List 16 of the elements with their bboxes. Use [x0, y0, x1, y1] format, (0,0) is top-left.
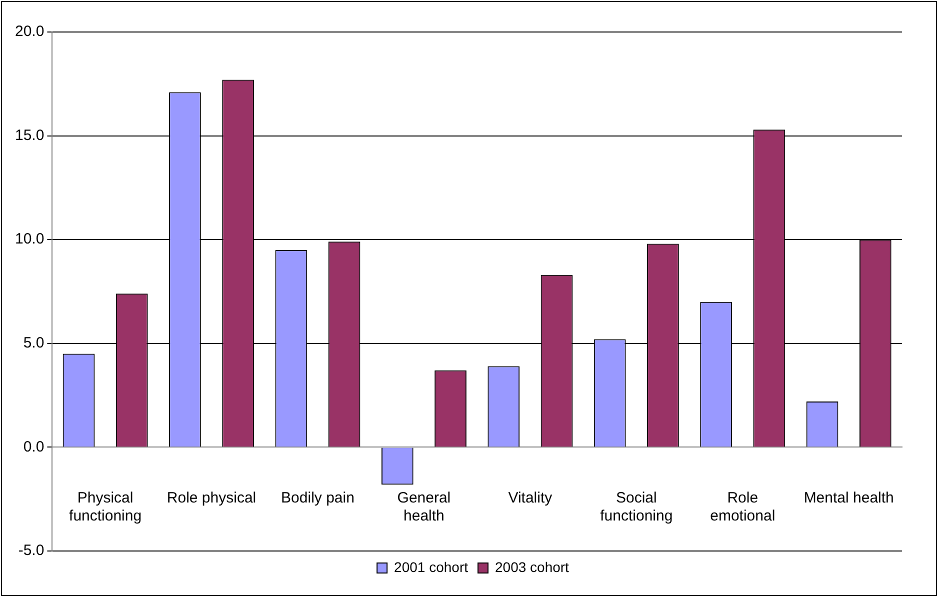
- y-tick-label: 20.0: [14, 23, 44, 40]
- x-tick-label: Bodily pain: [281, 489, 354, 506]
- y-tick-label: 5.0: [23, 334, 44, 352]
- x-tick-label: General health: [397, 489, 451, 524]
- y-tick-label: 15.0: [14, 126, 44, 144]
- legend-label: 2001 cohort: [394, 558, 468, 575]
- x-tick-label: Social functioning: [600, 489, 673, 524]
- y-tick-label: 0.0: [23, 438, 44, 456]
- y-tick-label: 10.0: [14, 230, 44, 248]
- x-tick-label: Role physical: [166, 489, 256, 506]
- x-tick-label: Role emotional: [710, 489, 776, 524]
- y-tick-label: -5.0: [18, 542, 44, 560]
- x-tick-label: Physical functioning: [69, 489, 142, 524]
- x-tick-label: Mental health: [804, 489, 894, 506]
- legend-label: 2003 cohort: [495, 558, 570, 575]
- x-tick-label: Vitality: [508, 489, 553, 506]
